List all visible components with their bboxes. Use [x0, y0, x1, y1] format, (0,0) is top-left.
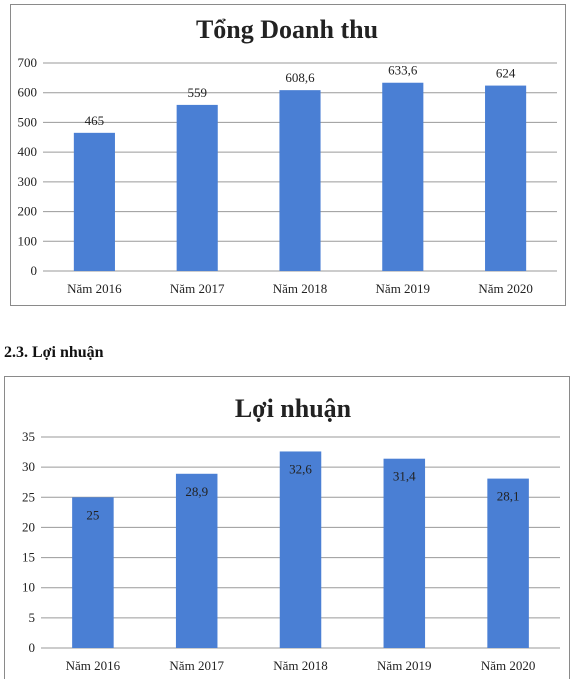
profit-bar — [175, 473, 218, 648]
profit-category-label: Năm 2019 — [377, 658, 432, 673]
profit-category-label: Năm 2018 — [273, 658, 328, 673]
revenue-bar — [279, 90, 321, 271]
profit-bar — [72, 497, 114, 648]
profit-data-label: 28,1 — [497, 489, 520, 504]
profit-chart-title: Lợi nhuận — [235, 394, 352, 423]
revenue-category-label: Năm 2018 — [273, 281, 328, 296]
revenue-chart: Tổng Doanh thu 0 100 200 300 400 500 600 700 465… — [18, 15, 557, 296]
revenue-data-label: 465 — [85, 113, 105, 128]
revenue-category-label: Năm 2016 — [67, 281, 122, 296]
revenue-bar — [73, 132, 115, 271]
revenue-y-tick-label: 600 — [18, 85, 38, 100]
revenue-bar — [382, 82, 424, 271]
revenue-category-label: Năm 2017 — [170, 281, 225, 296]
profit-data-label: 31,4 — [393, 469, 416, 484]
profit-bar — [279, 451, 322, 648]
revenue-y-tick-label: 700 — [18, 55, 38, 70]
revenue-y-tick-label: 200 — [18, 204, 38, 219]
revenue-y-tick-label: 500 — [18, 114, 38, 129]
profit-category-label: Năm 2017 — [169, 658, 224, 673]
revenue-category-label: Năm 2019 — [376, 281, 431, 296]
profit-chart: Lợi nhuận 0 5 10 15 20 25 30 35 25 Năm 2016 28,9 Nă… — [22, 394, 560, 673]
profit-data-label: 28,9 — [185, 484, 208, 499]
revenue-data-label: 608,6 — [285, 70, 315, 85]
profit-y-tick-label: 10 — [22, 580, 35, 595]
profit-y-tick-label: 5 — [29, 610, 36, 625]
profit-y-tick-label: 35 — [22, 429, 35, 444]
revenue-chart-panel: Tổng Doanh thu 0 100 200 300 400 500 600 700 465… — [10, 4, 566, 306]
profit-bar — [487, 478, 529, 648]
profit-y-tick-label: 30 — [22, 459, 35, 474]
profit-data-label: 32,6 — [289, 461, 312, 476]
revenue-data-label: 559 — [187, 85, 207, 100]
profit-chart-panel: Lợi nhuận 0 5 10 15 20 25 30 35 25 Năm 2016 28,9 Nă… — [4, 376, 570, 679]
revenue-bar — [176, 104, 218, 271]
profit-y-tick-label: 25 — [22, 489, 35, 504]
revenue-data-label: 633,6 — [388, 63, 418, 78]
profit-category-label: Năm 2020 — [481, 658, 536, 673]
profit-y-tick-label: 20 — [22, 519, 35, 534]
revenue-y-tick-label: 100 — [18, 233, 38, 248]
revenue-y-tick-label: 300 — [18, 174, 38, 189]
profit-bar — [383, 458, 426, 648]
revenue-data-label: 624 — [496, 66, 516, 81]
section-heading: 2.3. Lợi nhuận — [4, 344, 104, 361]
revenue-y-tick-label: 0 — [31, 263, 38, 278]
revenue-chart-title: Tổng Doanh thu — [196, 15, 378, 44]
revenue-category-label: Năm 2020 — [478, 281, 533, 296]
revenue-bar — [485, 85, 527, 271]
profit-category-label: Năm 2016 — [66, 658, 121, 673]
revenue-y-tick-label: 400 — [18, 144, 38, 159]
profit-y-tick-label: 15 — [22, 550, 35, 565]
profit-data-label: 25 — [86, 507, 99, 522]
profit-y-tick-label: 0 — [29, 640, 36, 655]
